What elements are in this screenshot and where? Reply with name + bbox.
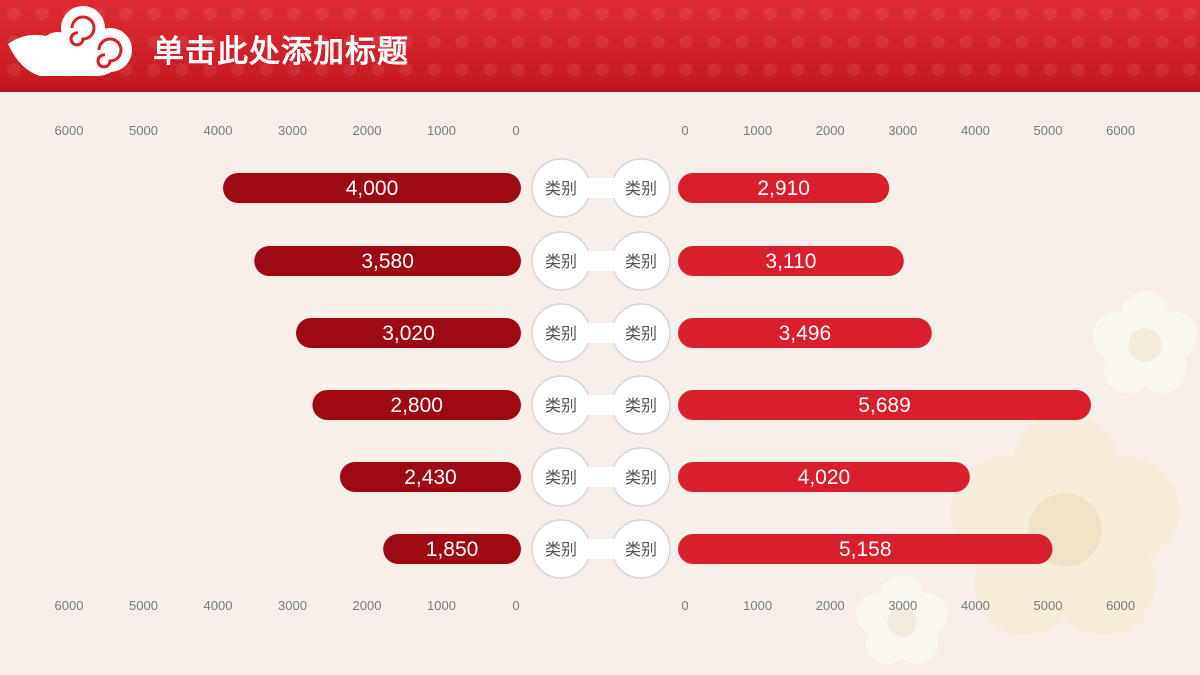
category-label-left: 类别 (545, 179, 577, 198)
blossom-core (1128, 328, 1162, 362)
left-bar-value: 1,850 (426, 538, 479, 561)
connector-fill (584, 539, 616, 559)
right-bar-value: 5,158 (839, 538, 892, 561)
left-bar (339, 462, 521, 492)
right-bar (678, 246, 904, 276)
right-axis-tick-label: 3000 (888, 123, 917, 138)
left-axis-tick-label: 5000 (129, 123, 158, 138)
cloud-swirl (96, 37, 123, 69)
left-bar-value: 4,000 (346, 177, 399, 200)
left-bar (223, 173, 521, 203)
connector-fill (584, 251, 616, 271)
category-label-right: 类别 (625, 252, 657, 271)
right-bar-value: 4,020 (798, 466, 851, 489)
cloud-swirl (69, 15, 96, 47)
right-bar (678, 462, 970, 492)
page-title: 单击此处添加标题 (153, 34, 409, 70)
right-bar-value: 5,689 (858, 394, 911, 417)
right-axis-tick-label: 0 (681, 598, 688, 613)
category-label-left: 类别 (545, 540, 577, 559)
category-label-right: 类别 (625, 324, 657, 343)
left-bar (312, 390, 521, 420)
left-axis-tick-label: 0 (512, 598, 519, 613)
right-axis-tick-label: 1000 (743, 598, 772, 613)
connector-fill (584, 178, 616, 198)
right-axis-tick-label: 6000 (1106, 123, 1135, 138)
right-axis-tick-label: 5000 (1034, 598, 1063, 613)
left-bar-value: 3,020 (382, 322, 435, 345)
right-axis-tick-label: 0 (681, 123, 688, 138)
left-bar-value: 3,580 (361, 250, 414, 273)
header-bar (0, 0, 1200, 92)
left-axis-tick-label: 2000 (353, 598, 382, 613)
category-connector (531, 158, 671, 218)
category-label-right: 类别 (625, 540, 657, 559)
left-bar-value: 2,430 (404, 466, 457, 489)
category-label-left: 类别 (545, 396, 577, 415)
cloud-tail (8, 34, 120, 76)
right-bar-value: 2,910 (757, 177, 810, 200)
right-axis-tick-label: 5000 (1034, 123, 1063, 138)
category-label-right: 类别 (625, 396, 657, 415)
category-label-left: 类别 (545, 324, 577, 343)
right-bar (678, 173, 890, 203)
left-bar (383, 534, 521, 564)
category-connector (531, 303, 671, 363)
left-axis-tick-label: 6000 (55, 123, 84, 138)
left-axis-tick-label: 3000 (278, 598, 307, 613)
left-axis-tick-label: 5000 (129, 598, 158, 613)
category-connector (531, 447, 671, 507)
left-axis-tick-label: 6000 (55, 598, 84, 613)
right-axis-tick-label: 6000 (1106, 598, 1135, 613)
category-label-right: 类别 (625, 179, 657, 198)
category-connector (531, 519, 671, 579)
plum-blossom-icon (856, 574, 948, 665)
header-divider (0, 88, 1200, 92)
blossom-core (887, 607, 917, 637)
right-axis-tick-label: 2000 (816, 123, 845, 138)
right-axis-tick-label: 3000 (888, 598, 917, 613)
connector-fill (584, 323, 616, 343)
right-axis-tick-label: 4000 (961, 598, 990, 613)
right-bar (678, 390, 1092, 420)
cloud-shape (8, 6, 132, 76)
connector-fill (584, 467, 616, 487)
right-axis-tick-label: 2000 (816, 598, 845, 613)
left-bar (254, 246, 522, 276)
left-bar (296, 318, 521, 348)
connector-fill (584, 395, 616, 415)
category-connector (531, 231, 671, 291)
auspicious-cloud-icon (8, 6, 132, 76)
right-bar-value: 3,496 (779, 322, 832, 345)
left-axis-tick-label: 0 (512, 123, 519, 138)
plum-blossom-icon (1092, 291, 1198, 394)
left-axis-tick-label: 1000 (427, 123, 456, 138)
category-connector (531, 375, 671, 435)
category-label-left: 类别 (545, 468, 577, 487)
right-bar (678, 534, 1053, 564)
category-label-right: 类别 (625, 468, 657, 487)
left-axis-tick-label: 3000 (278, 123, 307, 138)
left-axis-tick-label: 4000 (204, 598, 233, 613)
left-axis-tick-label: 2000 (353, 123, 382, 138)
right-axis-tick-label: 4000 (961, 123, 990, 138)
right-axis-tick-label: 1000 (743, 123, 772, 138)
category-label-left: 类别 (545, 252, 577, 271)
left-axis-tick-label: 1000 (427, 598, 456, 613)
right-bar-value: 3,110 (765, 250, 816, 273)
right-bar (678, 318, 932, 348)
left-bar-value: 2,800 (390, 394, 443, 417)
left-axis-tick-label: 4000 (204, 123, 233, 138)
